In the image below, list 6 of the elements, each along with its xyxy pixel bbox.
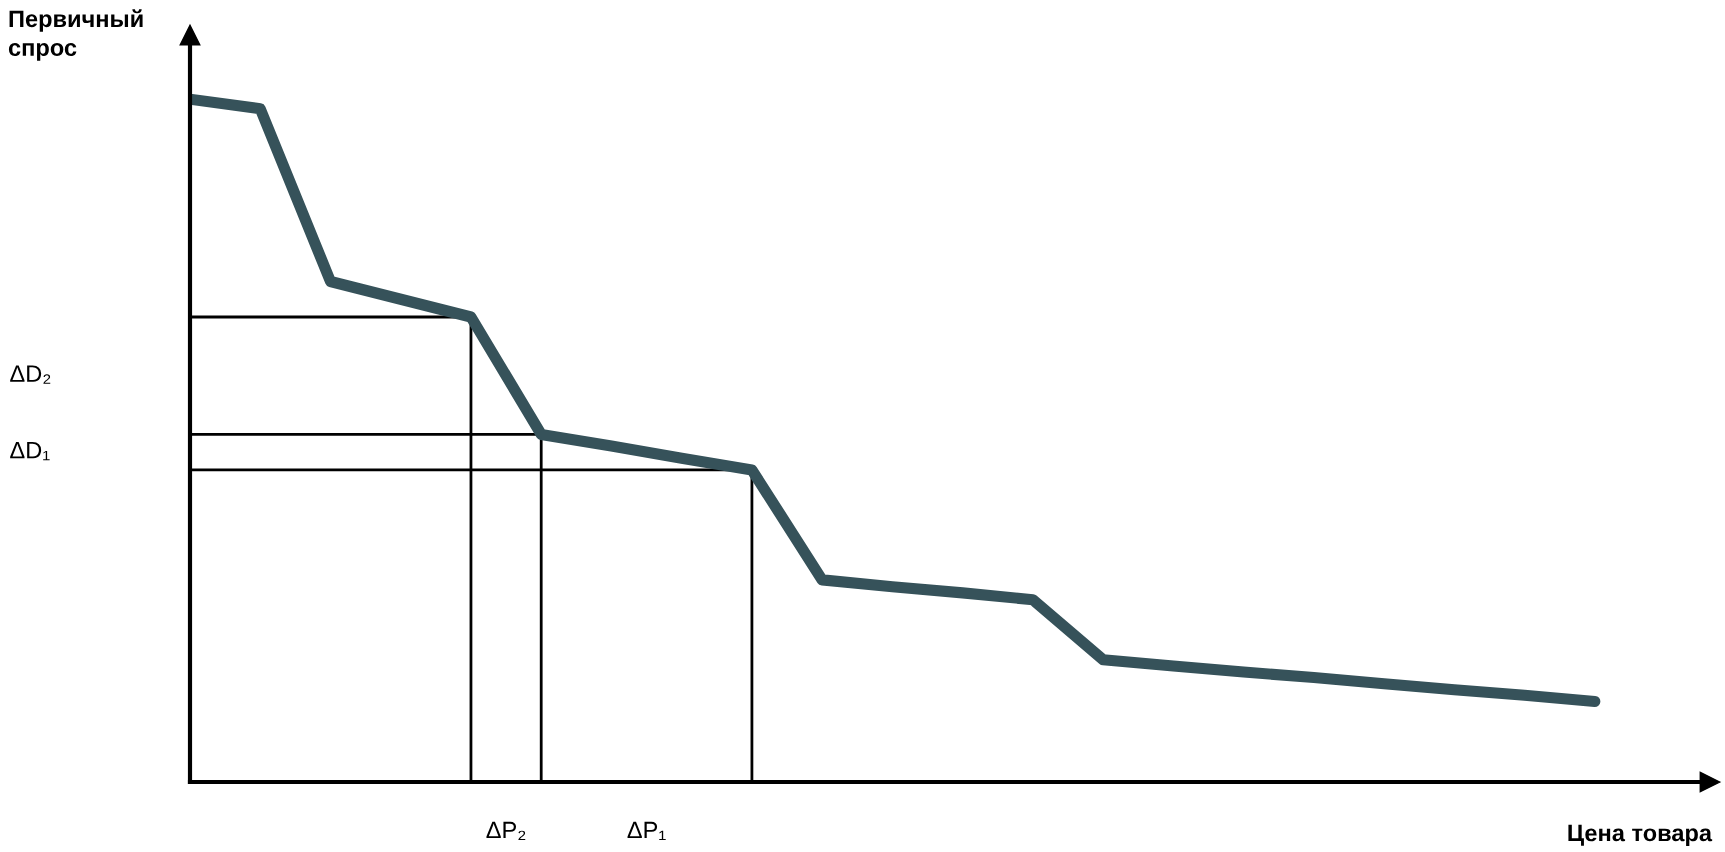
y-axis-title: Первичный спрос bbox=[8, 9, 143, 61]
text: ΔP₁ bbox=[627, 821, 666, 841]
text: ΔD₁ bbox=[10, 442, 50, 461]
text: ΔD₂ bbox=[10, 365, 51, 384]
x-axis-title: Цена товара bbox=[1568, 824, 1713, 847]
text: ΔP₂ bbox=[486, 821, 526, 841]
